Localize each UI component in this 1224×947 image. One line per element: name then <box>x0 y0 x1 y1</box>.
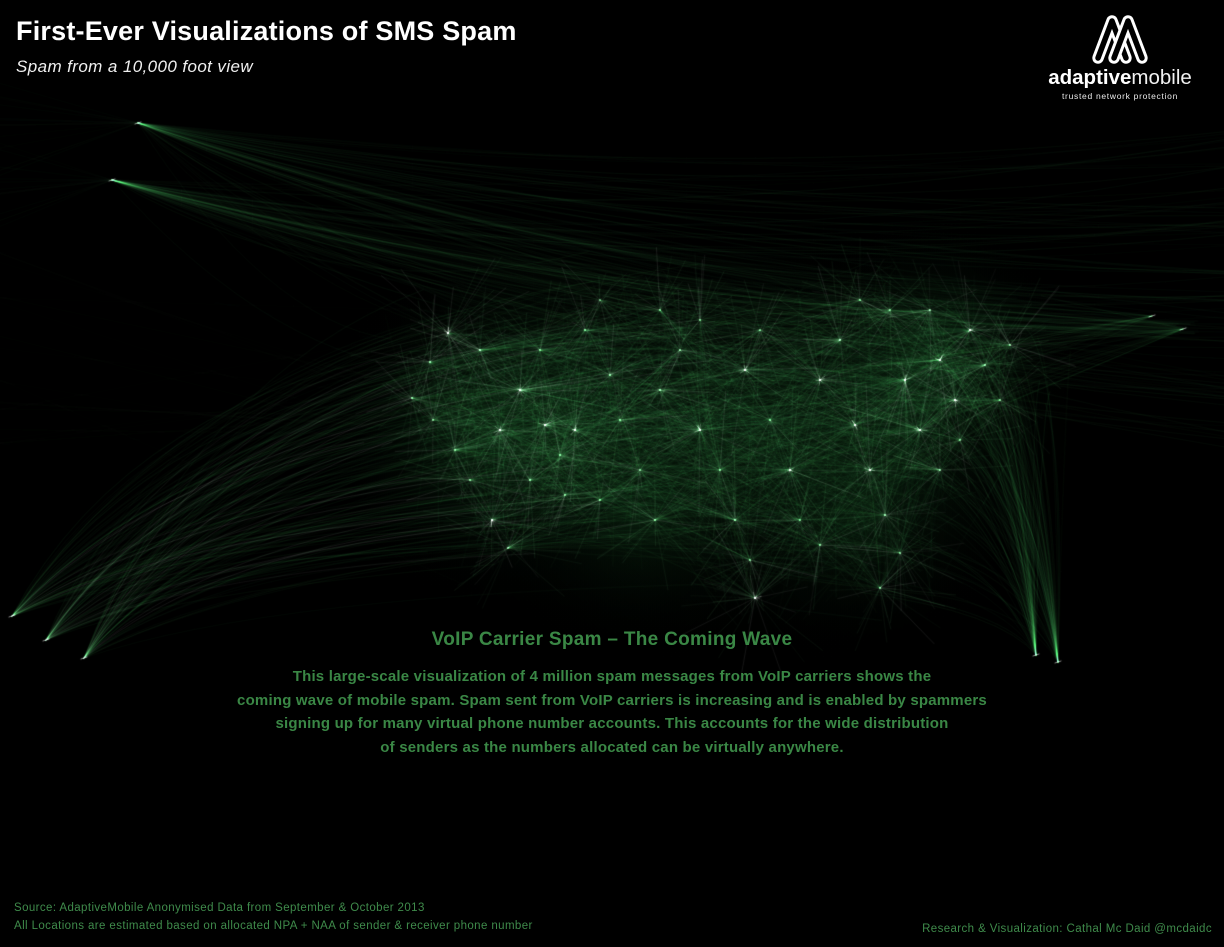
source-line-1: Source: AdaptiveMobile Anonymised Data f… <box>14 902 425 914</box>
credit-line: Research & Visualization: Cathal Mc Daid… <box>922 923 1212 935</box>
adaptivemobile-logo-mark-icon <box>1040 12 1200 66</box>
caption-line: coming wave of mobile spam. Spam sent fr… <box>237 691 987 709</box>
logo-wordmark: adaptivemobile <box>1040 66 1200 89</box>
logo-word-mobile: mobile <box>1131 66 1192 89</box>
page-subtitle: Spam from a 10,000 foot view <box>16 57 254 76</box>
caption-line: This large-scale visualization of 4 mill… <box>292 668 932 685</box>
caption-headline: VoIP Carrier Spam – The Coming Wave <box>431 629 793 650</box>
caption-line: of senders as the numbers allocated can … <box>380 738 844 756</box>
logo-tagline: trusted network protection <box>1062 91 1178 101</box>
adaptivemobile-logo: adaptivemobile trusted network protectio… <box>1040 12 1200 101</box>
source-note: Source: AdaptiveMobile Anonymised Data f… <box>14 899 533 935</box>
caption-line: signing up for many virtual phone number… <box>275 715 949 732</box>
caption-body: This large-scale visualization of 4 mill… <box>0 665 1224 759</box>
page-title: First-Ever Visualizations of SMS Spam <box>16 16 517 46</box>
header: First-Ever Visualizations of SMS Spam Sp… <box>16 16 517 77</box>
caption-block: VoIP Carrier Spam – The Coming Wave This… <box>0 629 1224 759</box>
logo-word-adaptive: adaptive <box>1048 66 1132 89</box>
source-line-2: All Locations are estimated based on all… <box>14 920 533 932</box>
